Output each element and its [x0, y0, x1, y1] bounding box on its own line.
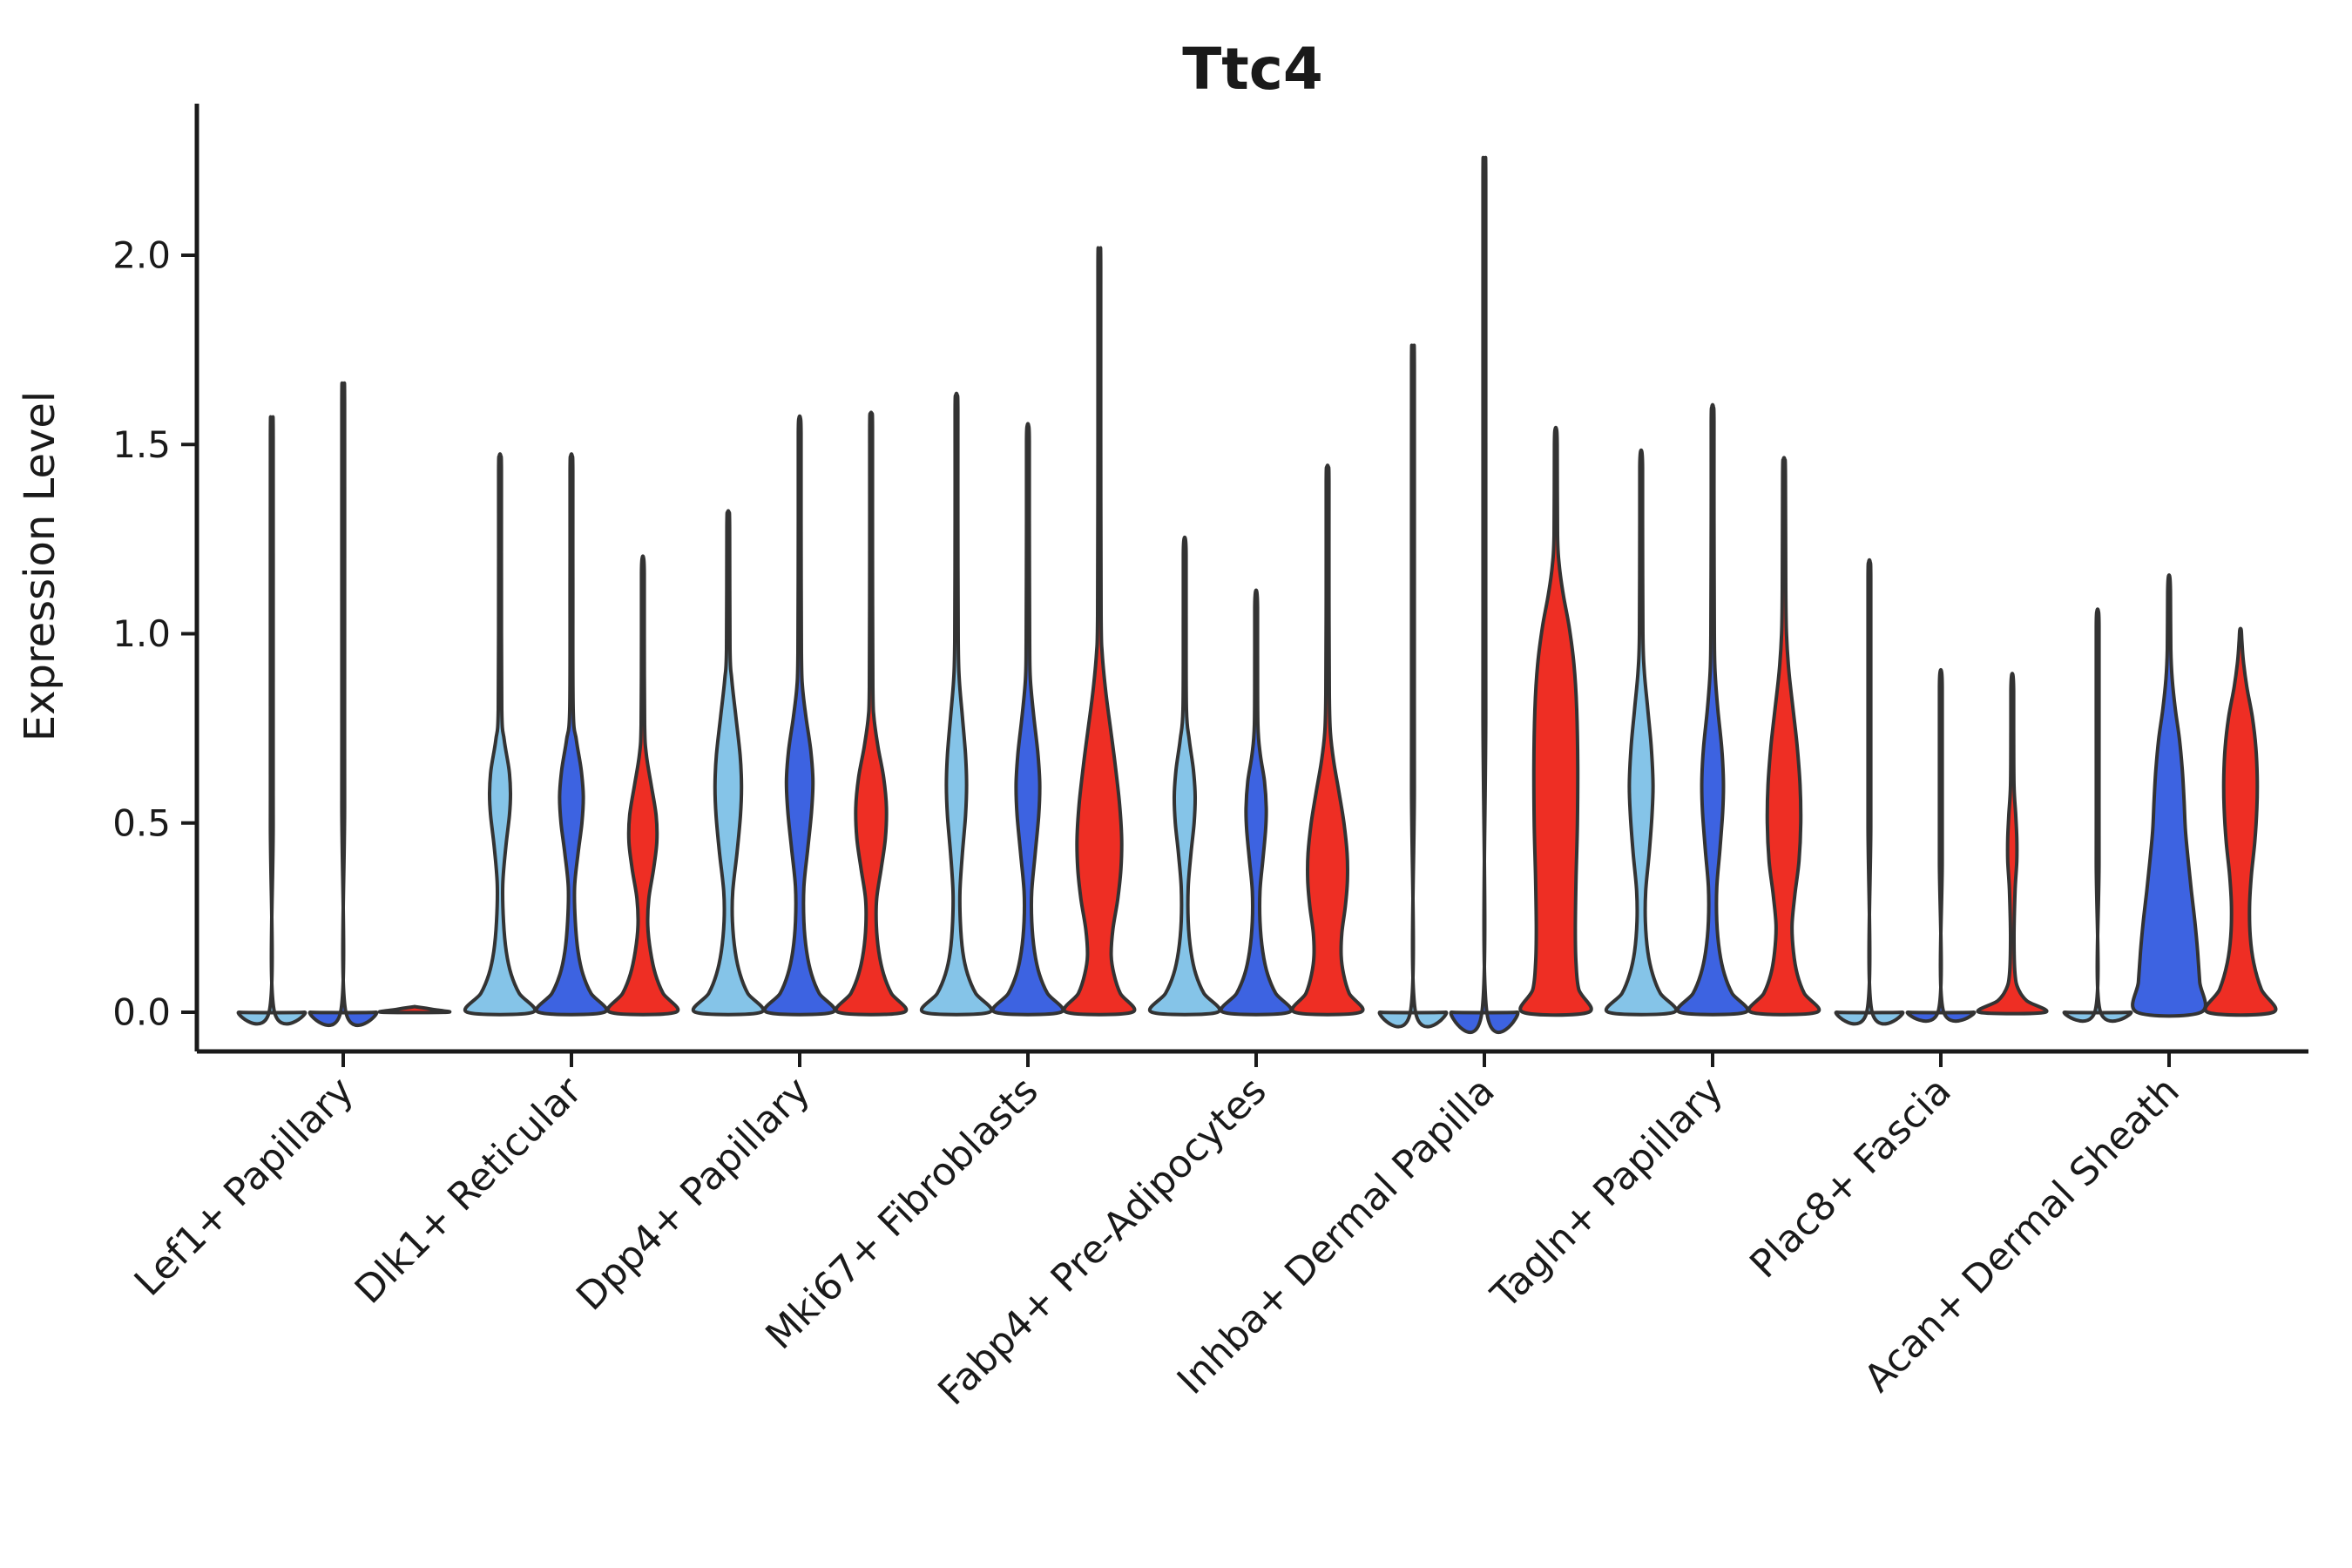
- chart-title: Ttc4: [1182, 36, 1323, 103]
- violin-dpp4-papillary-red: [834, 410, 909, 1017]
- violin-dlk1-reticular-red: [605, 554, 680, 1017]
- violin-lef1-papillary-blue: [308, 381, 379, 1027]
- violin-plac8-fascia-blue: [1905, 667, 1977, 1024]
- violin-lef1-papillary-red: [377, 1004, 452, 1015]
- violin-fabp4-pre-adipocytes-blue: [1219, 588, 1294, 1017]
- violin-mki67-fibroblasts-blue: [990, 422, 1065, 1017]
- violin-acan-dermal-sheath-red: [2203, 626, 2278, 1017]
- y-tick-label: 1.5: [112, 423, 171, 466]
- x-tick-label: Plac8+ Fascia: [1741, 1069, 1960, 1288]
- x-tick-label: Dlk1+ Reticular: [347, 1068, 591, 1313]
- y-axis-label: Expression Level: [16, 391, 64, 742]
- violin-inhba-dermal-papilla-lightblue: [1377, 343, 1449, 1029]
- violin-acan-dermal-sheath-lightblue: [2062, 607, 2133, 1024]
- violin-dpp4-papillary-lightblue: [691, 509, 766, 1017]
- violin-tagln-papillary-red: [1747, 456, 1821, 1017]
- axes: 0.0 0.5 1.0 1.5 2.0: [112, 104, 2308, 1067]
- violin-plac8-fascia-red: [1976, 672, 2049, 1016]
- violin-plac8-fascia-lightblue: [1834, 558, 1905, 1026]
- violin-inhba-dermal-papilla-blue: [1449, 155, 1520, 1035]
- x-tick-label: Tagln+ Papillary: [1483, 1069, 1732, 1318]
- violin-acan-dermal-sheath-blue: [2131, 573, 2207, 1018]
- violin-fabp4-pre-adipocytes-lightblue: [1148, 535, 1221, 1017]
- violin-fabp4-pre-adipocytes-red: [1290, 463, 1365, 1017]
- y-tick-label: 0.5: [112, 801, 171, 844]
- y-tick-label: 2.0: [112, 234, 171, 277]
- violin-dlk1-reticular-lightblue: [463, 452, 537, 1017]
- violin-lef1-papillary-lightblue: [236, 415, 308, 1026]
- violin-inhba-dermal-papilla-red: [1518, 425, 1593, 1017]
- violin-mki67-fibroblasts-red: [1062, 246, 1137, 1017]
- x-tick-label: Lef1+ Papillary: [126, 1069, 362, 1305]
- violin-tagln-papillary-blue: [1675, 402, 1750, 1017]
- violin-mki67-fibroblasts-lightblue: [920, 391, 993, 1017]
- x-tick-label: Dpp4+ Papillary: [568, 1069, 819, 1320]
- violin-dpp4-papillary-blue: [762, 414, 837, 1017]
- y-tick-label: 1.0: [112, 612, 171, 655]
- violins-layer: [236, 155, 2278, 1035]
- violin-dlk1-reticular-blue: [534, 452, 609, 1017]
- violin-tagln-papillary-lightblue: [1605, 448, 1678, 1017]
- y-tick-label: 0.0: [112, 991, 171, 1034]
